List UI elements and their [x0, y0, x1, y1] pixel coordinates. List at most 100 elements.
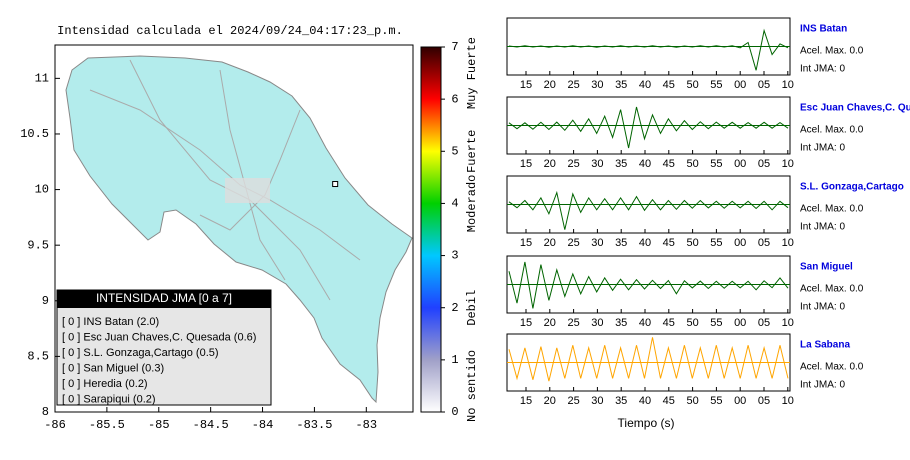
colorbar-label: Muy Fuerte [465, 37, 479, 109]
station-name: INS Batan [800, 24, 847, 35]
waveform-x-tick-label: 05 [758, 158, 770, 170]
waveform-x-tick-label: 00 [734, 158, 746, 170]
colorbar [420, 46, 442, 413]
colorbar-label: Debil [465, 290, 479, 326]
waveform-x-tick-label: 45 [663, 395, 675, 407]
jma-intensity: Int JMA: 0 [800, 143, 845, 154]
colorbar-tick-label: 4 [451, 197, 458, 211]
x-tick-label: -85.5 [89, 418, 125, 432]
waveform-x-tick-label: 10 [782, 237, 794, 249]
colorbar-tick-label: 2 [451, 301, 458, 315]
max-accel: Acel. Max. 0.0 [800, 284, 864, 295]
waveform-x-tick-label: 30 [591, 237, 603, 249]
legend-entry: [ 0 ] Sarapiqui (0.2) [62, 393, 156, 405]
max-accel: Acel. Max. 0.0 [800, 46, 864, 57]
waveform-x-tick-label: 10 [782, 317, 794, 329]
y-tick-label: 11 [35, 72, 49, 86]
waveform-x-tick-label: 45 [663, 237, 675, 249]
costa-rica [65, 55, 413, 404]
waveform-x-tick-label: 45 [663, 158, 675, 170]
waveform-x-tick-label: 25 [567, 395, 579, 407]
legend-entry: [ 0 ] San Miguel (0.3) [62, 362, 164, 374]
waveform [508, 190, 789, 230]
waveform-x-tick-label: 35 [615, 395, 627, 407]
y-tick-label: 9.5 [27, 238, 49, 252]
legend-title: INTENSIDAD JMA [0 a 7] [96, 291, 232, 305]
waveform-x-tick-label: 30 [591, 317, 603, 329]
waveform-x-tick-label: 20 [544, 158, 556, 170]
y-tick-label: 8 [42, 405, 49, 419]
waveform-x-tick-label: 40 [639, 317, 651, 329]
waveform [508, 261, 789, 309]
waveform-x-tick-label: 55 [710, 79, 722, 91]
waveform-x-tick-label: 00 [734, 395, 746, 407]
y-tick-label: 10 [35, 183, 49, 197]
waveform-x-tick-label: 50 [686, 237, 698, 249]
waveform-x-tick-label: 35 [615, 79, 627, 91]
x-tick-label: -85 [148, 418, 170, 432]
waveform-x-tick-label: 50 [686, 79, 698, 91]
waveform-x-tick-label: 10 [782, 158, 794, 170]
legend-box [56, 289, 272, 406]
urban-area [225, 178, 270, 203]
title: Intensidad calculada el 2024/09/24_04:17… [57, 24, 403, 38]
waveform-x-tick-label: 20 [544, 395, 556, 407]
legend: INTENSIDAD JMA [0 a 7] [ 0 ] INS Batan (… [56, 289, 272, 406]
waveform-x-tick-label: 50 [686, 395, 698, 407]
colorbar-tick-label: 7 [451, 40, 458, 54]
waveform [508, 337, 789, 382]
waveform-x-tick-label: 05 [758, 317, 770, 329]
station-name: S.L. Gonzaga,Cartago [800, 182, 904, 193]
waveform-x-tick-label: 35 [615, 237, 627, 249]
legend-entry: [ 0 ] INS Batan (2.0) [62, 316, 159, 328]
x-tick-label: -83.5 [296, 418, 332, 432]
jma-intensity: Int JMA: 0 [800, 64, 845, 75]
waveform-x-tick-label: 25 [567, 317, 579, 329]
jma-intensity: Int JMA: 0 [800, 222, 845, 233]
waveform-x-tick-label: 55 [710, 237, 722, 249]
colorbar-tick-label: 6 [451, 92, 458, 106]
waveform-x-tick-label: 10 [782, 395, 794, 407]
x-axis-label: Tiempo (s) [618, 416, 675, 430]
waveform-x-tick-label: 40 [639, 395, 651, 407]
legend-entry: [ 0 ] Esc Juan Chaves,C. Quesada (0.6) [62, 331, 256, 343]
waveform-x-tick-label: 30 [591, 158, 603, 170]
waveform-x-tick-label: 25 [567, 158, 579, 170]
jma-intensity: Int JMA: 0 [800, 302, 845, 313]
waveform-x-tick-label: 45 [663, 79, 675, 91]
x-tick-label: -84 [252, 418, 274, 432]
colorbar-tick-label: 3 [451, 249, 458, 263]
waveform-x-tick-label: 05 [758, 395, 770, 407]
max-accel: Acel. Max. 0.0 [800, 125, 864, 136]
waveform [508, 28, 789, 71]
colorbar-label: Moderado [465, 175, 479, 233]
station-marker [332, 181, 339, 188]
waveform-x-tick-label: 40 [639, 158, 651, 170]
waveform-x-tick-label: 00 [734, 317, 746, 329]
x-tick-label: -83 [355, 418, 377, 432]
waveform-x-tick-label: 30 [591, 395, 603, 407]
x-tick-label: -86 [44, 418, 66, 432]
colorbar-tick-label: 5 [451, 144, 458, 158]
y-tick-label: 9 [42, 294, 49, 308]
waveform-x-tick-label: 05 [758, 79, 770, 91]
waveform-x-tick-label: 55 [710, 395, 722, 407]
colorbar-label: No sentido [465, 350, 479, 422]
waveform-x-tick-label: 45 [663, 317, 675, 329]
waveform-x-tick-label: 35 [615, 317, 627, 329]
station-name: La Sabana [800, 340, 850, 351]
legend-entry: [ 0 ] S.L. Gonzaga,Cartago (0.5) [62, 347, 219, 359]
waveform-x-tick-label: 15 [520, 317, 532, 329]
legend-header [57, 290, 271, 308]
y-tick-label: 8.5 [27, 350, 49, 364]
waveform-x-tick-label: 25 [567, 237, 579, 249]
max-accel: Acel. Max. 0.0 [800, 204, 864, 215]
colorbar-label: Fuerte [465, 130, 479, 173]
waveform-x-tick-label: 55 [710, 158, 722, 170]
waveform-x-tick-label: 50 [686, 158, 698, 170]
waveform [508, 106, 789, 149]
waveform-x-tick-label: 35 [615, 158, 627, 170]
station-name: Esc Juan Chaves,C. Qu [800, 103, 910, 114]
colorbar-tick-label: 1 [451, 353, 458, 367]
